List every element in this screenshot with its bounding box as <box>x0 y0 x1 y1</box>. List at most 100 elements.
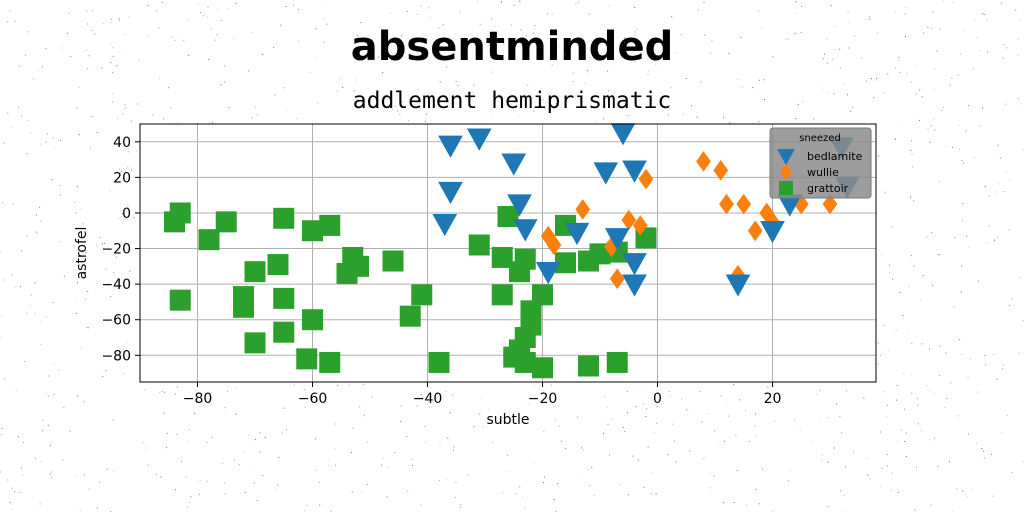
noise-dot <box>51 471 53 473</box>
noise-dot <box>993 354 995 355</box>
noise-dot <box>1017 98 1019 99</box>
noise-dot <box>455 481 457 483</box>
noise-dot <box>35 214 37 216</box>
noise-dot <box>1006 415 1008 417</box>
noise-dot <box>518 0 520 2</box>
point-grattoir <box>319 214 341 236</box>
noise-dot <box>39 206 41 208</box>
noise-dot <box>827 417 829 419</box>
noise-dot <box>188 20 190 22</box>
noise-dot <box>45 47 47 49</box>
noise-dot <box>889 264 890 266</box>
noise-dot <box>391 101 393 103</box>
noise-dot <box>910 255 912 257</box>
noise-dot <box>473 426 475 428</box>
noise-dot <box>603 432 604 434</box>
legend-marker-wullie <box>780 163 792 181</box>
noise-dot <box>528 50 530 52</box>
noise-dot <box>551 384 553 386</box>
noise-dot <box>197 4 199 6</box>
noise-dot <box>785 39 786 41</box>
noise-dot <box>988 195 990 197</box>
noise-dot <box>445 391 447 392</box>
noise-dot <box>985 364 987 366</box>
chart-subtitle: addlement hemiprismatic <box>352 88 672 114</box>
noise-dot <box>588 73 590 75</box>
noise-dot <box>974 19 976 21</box>
noise-dot <box>802 101 804 103</box>
noise-dot <box>606 406 608 408</box>
noise-dot <box>999 157 1001 159</box>
noise-dot <box>212 121 213 123</box>
noise-dot <box>128 16 130 18</box>
noise-dot <box>962 30 964 32</box>
noise-dot <box>547 397 549 399</box>
point-bedlamite <box>432 213 458 237</box>
noise-dot <box>728 415 729 417</box>
noise-dot <box>611 51 613 53</box>
noise-dot <box>611 419 613 420</box>
noise-dot <box>30 294 32 296</box>
noise-dot <box>795 118 797 120</box>
noise-dot <box>796 12 798 14</box>
noise-dot <box>200 12 202 13</box>
noise-dot <box>887 350 889 352</box>
noise-dot <box>986 242 988 244</box>
noise-dot <box>987 51 989 53</box>
legend-title: sneezed <box>799 133 841 144</box>
noise-dot <box>85 298 87 300</box>
point-grattoir <box>267 254 289 276</box>
noise-dot <box>914 65 916 67</box>
noise-dot <box>681 398 682 400</box>
noise-dot <box>728 52 730 54</box>
noise-dot <box>0 251 2 253</box>
noise-dot <box>51 179 53 181</box>
noise-dot <box>763 79 765 81</box>
noise-dot <box>917 423 919 425</box>
noise-dot <box>915 93 917 95</box>
noise-dot <box>945 352 947 354</box>
noise-dot <box>188 429 190 430</box>
noise-dot <box>199 493 200 495</box>
noise-dot <box>394 105 396 107</box>
noise-dot <box>755 489 757 491</box>
noise-dot <box>283 407 285 409</box>
plot-frame <box>139 123 877 383</box>
noise-dot <box>983 14 985 15</box>
noise-dot <box>351 491 353 493</box>
noise-dot <box>110 43 112 45</box>
noise-dot <box>901 429 903 431</box>
noise-dot <box>41 66 43 68</box>
point-grattoir <box>428 351 450 373</box>
noise-dot <box>211 436 213 438</box>
noise-dot <box>1008 179 1010 181</box>
noise-dot <box>580 447 582 449</box>
x-tick-label: −20 <box>528 391 558 407</box>
noise-dot <box>931 232 933 233</box>
noise-dot <box>822 58 824 60</box>
noise-dot <box>277 484 279 486</box>
noise-dot <box>429 406 431 408</box>
noise-dot <box>136 103 138 105</box>
noise-dot <box>830 5 832 7</box>
point-grattoir <box>273 321 295 343</box>
noise-dot <box>801 6 802 7</box>
noise-dot <box>981 12 983 14</box>
noise-dot <box>546 13 548 15</box>
noise-dot <box>996 378 998 380</box>
noise-dot <box>214 39 216 41</box>
noise-dot <box>827 506 829 507</box>
noise-dot <box>902 315 904 317</box>
noise-dot <box>459 506 461 508</box>
noise-dot <box>685 78 687 79</box>
noise-dot <box>439 479 440 481</box>
noise-dot <box>880 485 882 487</box>
noise-dot <box>14 491 16 493</box>
point-grattoir <box>198 229 220 251</box>
noise-dot <box>524 507 526 509</box>
noise-dot <box>844 466 846 468</box>
noise-dot <box>943 0 944 2</box>
noise-dot <box>208 401 210 403</box>
noise-dot <box>74 202 76 203</box>
noise-dot <box>66 32 68 34</box>
